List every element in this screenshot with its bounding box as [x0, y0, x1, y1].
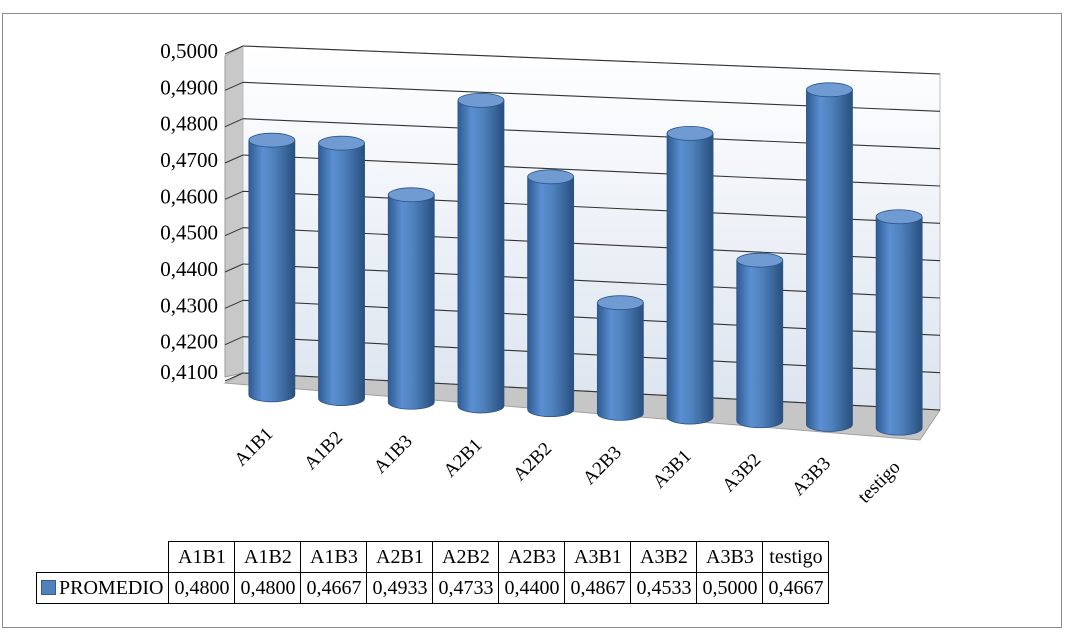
x-tick-label: A2B2 [509, 438, 556, 485]
x-tick-label: A2B1 [440, 435, 487, 482]
table-header-cell: A1B1 [168, 541, 236, 573]
gridline-side [224, 299, 244, 309]
bar-body [806, 89, 853, 432]
gridline-side [224, 336, 244, 346]
bar-body [666, 132, 714, 425]
gridline [242, 45, 941, 75]
bar-body [248, 139, 296, 403]
bar-body [736, 259, 784, 429]
table-header-cell: A2B3 [498, 541, 566, 573]
table-header-cell: A3B3 [696, 541, 764, 573]
y-tick-label: 0,4900 [160, 75, 218, 99]
gridline-side [224, 190, 244, 200]
data-table: A1B1 A1B2 A1B3 A2B1 A2B2 A2B3 A3B1 A3B2 … [35, 541, 830, 604]
y-tick-label: 0,4300 [160, 293, 218, 317]
table-cell: 0,4667 [762, 572, 830, 604]
y-tick-label: 0,4800 [160, 112, 218, 136]
x-tick-label: A2B3 [579, 442, 626, 489]
bar-top [387, 187, 435, 203]
table-header-cell: A1B2 [234, 541, 302, 573]
table-series-label: PROMEDIO [35, 572, 170, 604]
bar-top [736, 252, 784, 268]
gridline-side [224, 81, 244, 91]
y-tick-label: 0,4500 [160, 221, 218, 245]
table-cell: 0,4733 [432, 572, 500, 604]
y-tick-label: 0,4400 [160, 257, 218, 281]
bar-cylinder [387, 187, 435, 410]
gridline-side [224, 45, 244, 55]
bar-body [875, 216, 923, 436]
table-header-cell: testigo [762, 541, 830, 573]
gridline-side [224, 263, 244, 273]
table-header-cell: A1B3 [300, 541, 368, 573]
bar-top [875, 209, 923, 225]
bar-top [527, 169, 575, 185]
left-wall [224, 45, 244, 378]
bar-cylinder [806, 82, 853, 432]
y-tick-label: 0,4600 [160, 184, 218, 208]
gridline-side [224, 118, 244, 128]
x-tick-label: testigo [854, 457, 905, 508]
bar-top [318, 135, 365, 151]
bar-body [457, 99, 505, 414]
table-cell: 0,4533 [630, 572, 698, 604]
bar-top [457, 92, 505, 108]
bar-top [596, 295, 644, 311]
y-tick-label: 0,4700 [160, 148, 218, 172]
table-corner-cell [36, 541, 170, 573]
table-header-cell: A2B2 [432, 541, 500, 573]
bar-cylinder [527, 169, 575, 418]
bar-top [806, 82, 853, 98]
gridline-side [224, 154, 244, 164]
table-cell: 0,4800 [168, 572, 236, 604]
bar-cylinder [596, 295, 644, 421]
bar-cylinder [666, 125, 714, 425]
table-cell: 0,4800 [234, 572, 302, 604]
table-header-cell: A3B2 [630, 541, 698, 573]
table-cell: 0,4867 [564, 572, 632, 604]
chart-plot: 0,4100 0,4200 0,4300 0,4400 0,4500 0,4600 0,47… [160, 39, 941, 508]
bar-body [318, 142, 365, 406]
y-tick-label: 0,4200 [160, 330, 218, 354]
bar-cylinder [736, 252, 784, 429]
table-header-cell: A3B1 [564, 541, 632, 573]
table-cell: 0,4400 [498, 572, 566, 604]
bar-body [596, 302, 644, 421]
x-tick-label: A3B1 [649, 446, 696, 493]
bar-top [248, 132, 296, 148]
bar-top [666, 125, 714, 141]
bar-cylinder [875, 209, 923, 436]
bar-body [387, 194, 435, 410]
x-tick-label: A3B2 [718, 449, 765, 496]
bar-cylinder [457, 92, 505, 414]
x-tick-label: A3B3 [788, 453, 835, 500]
y-tick-label: 0,4100 [160, 360, 218, 384]
y-tick-label: 0,5000 [160, 39, 218, 63]
series-name: PROMEDIO [59, 576, 164, 599]
gridline-side [224, 227, 244, 237]
table-cell: 0,4667 [300, 572, 368, 604]
x-tick-label: A1B3 [370, 431, 417, 478]
table-row: PROMEDIO 0,4800 0,4800 0,4667 0,4933 0,4… [35, 572, 830, 604]
bar-body [527, 176, 575, 418]
x-tick-label: A1B1 [230, 424, 277, 471]
table-cell: 0,5000 [696, 572, 764, 604]
x-tick-label: A1B2 [300, 427, 347, 474]
bar-cylinder [318, 135, 365, 406]
legend-swatch-icon [41, 579, 56, 595]
gridline-side [224, 372, 244, 382]
table-header-row: A1B1 A1B2 A1B3 A2B1 A2B2 A2B3 A3B1 A3B2 … [36, 541, 830, 573]
bar-cylinder [248, 132, 296, 403]
table-cell: 0,4933 [366, 572, 434, 604]
table-header-cell: A2B1 [366, 541, 434, 573]
